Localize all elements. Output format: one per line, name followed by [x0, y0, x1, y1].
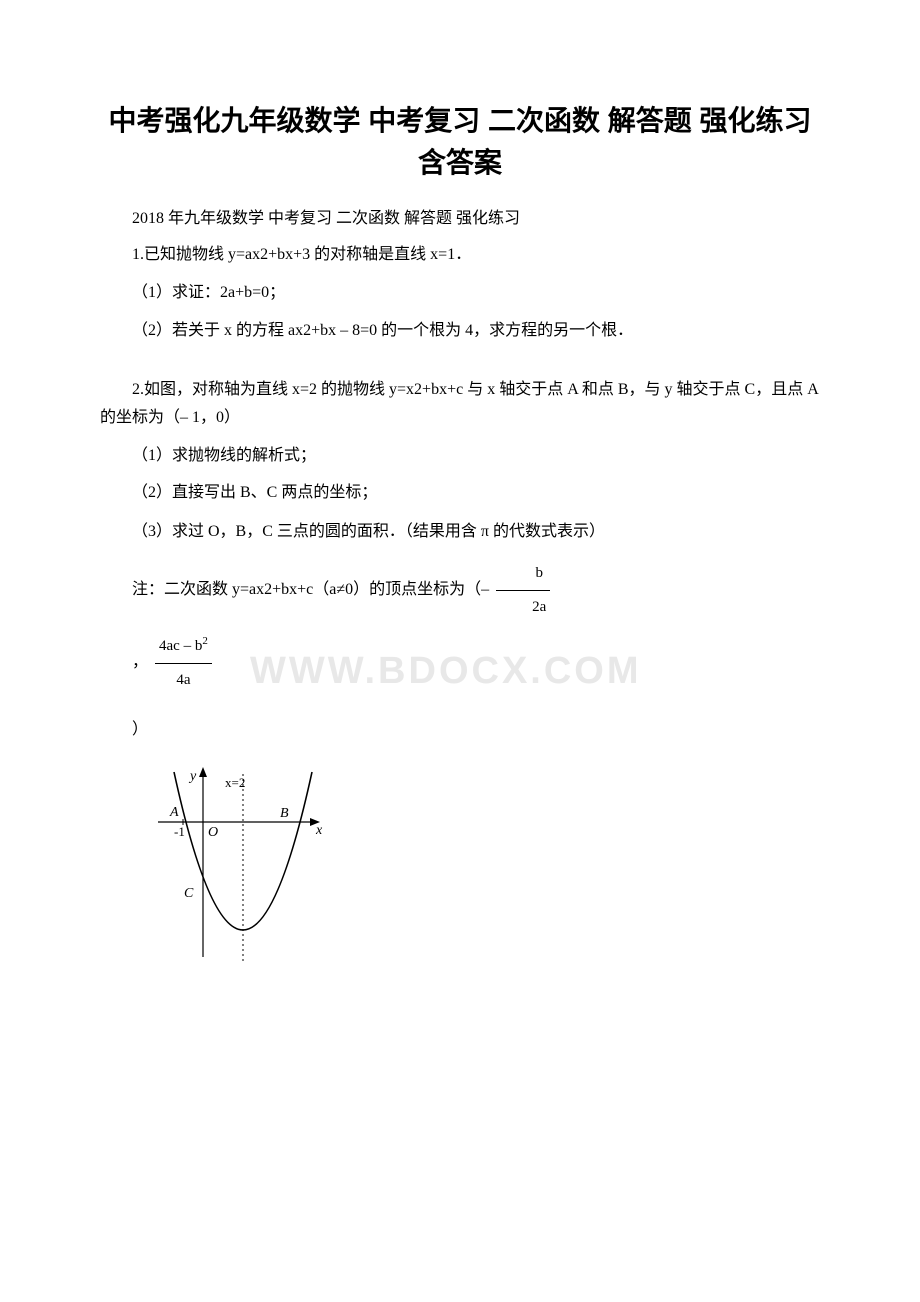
y-label: y [188, 769, 197, 784]
document-content: 中考强化九年级数学 中考复习 二次函数 解答题 强化练习含答案 2018 年九年… [100, 100, 820, 977]
x-label: x [315, 823, 323, 838]
note-close: ） [132, 721, 148, 738]
problem-2-intro: 2.如图，对称轴为直线 x=2 的抛物线 y=x2+bx+c 与 x 轴交于点 … [100, 376, 820, 430]
A-label: A [169, 805, 179, 820]
frac2-num-base: 4ac – b [159, 638, 202, 654]
O-label: O [208, 825, 218, 840]
frac1-den: 2a [496, 591, 550, 624]
frac1-num: b [496, 557, 550, 591]
y-axis-arrow [199, 767, 207, 777]
page-title: 中考强化九年级数学 中考复习 二次函数 解答题 强化练习含答案 [100, 100, 820, 184]
minus1-label: -1 [174, 824, 185, 839]
parabola-graph: y x=2 x A -1 O B C [100, 762, 820, 977]
frac2-den: 4a [155, 664, 212, 697]
x2-label: x=2 [225, 775, 245, 790]
spacer [100, 356, 820, 376]
subtitle: 2018 年九年级数学 中考复习 二次函数 解答题 强化练习 [100, 204, 820, 228]
note-prefix: 注：二次函数 y=ax2+bx+c（a≠0）的顶点坐标为（– [132, 581, 493, 598]
problem-1-q1: （1）求证：2a+b=0； [100, 280, 820, 306]
B-label: B [280, 806, 289, 821]
vertex-fraction-1: b 2a [496, 557, 550, 624]
problem-2-q2: （2）直接写出 B、C 两点的坐标； [100, 480, 820, 506]
C-label: C [184, 886, 194, 901]
note-line-1: 注：二次函数 y=ax2+bx+c（a≠0）的顶点坐标为（– b 2a [100, 557, 820, 624]
problem-1-q2: （2）若关于 x 的方程 ax2+bx – 8=0 的一个根为 4，求方程的另一… [100, 317, 820, 344]
frac2-num-sup: 2 [202, 635, 208, 647]
note-comma: ， [132, 654, 148, 671]
graph-svg: y x=2 x A -1 O B C [148, 762, 328, 972]
note-line-2: ， 4ac – b2 4a [100, 629, 820, 697]
note-block: 注：二次函数 y=ax2+bx+c（a≠0）的顶点坐标为（– b 2a ， 4a… [100, 557, 820, 747]
problem-1-intro: 1.已知抛物线 y=ax2+bx+3 的对称轴是直线 x=1． [100, 242, 820, 268]
note-line-3: ） [100, 712, 820, 747]
frac2-num: 4ac – b2 [155, 629, 212, 664]
problem-2-q3: （3）求过 O，B，C 三点的圆的面积．（结果用含 π 的代数式表示） [100, 518, 820, 545]
vertex-fraction-2: 4ac – b2 4a [155, 629, 212, 697]
problem-2-q1: （1）求抛物线的解析式； [100, 443, 820, 469]
